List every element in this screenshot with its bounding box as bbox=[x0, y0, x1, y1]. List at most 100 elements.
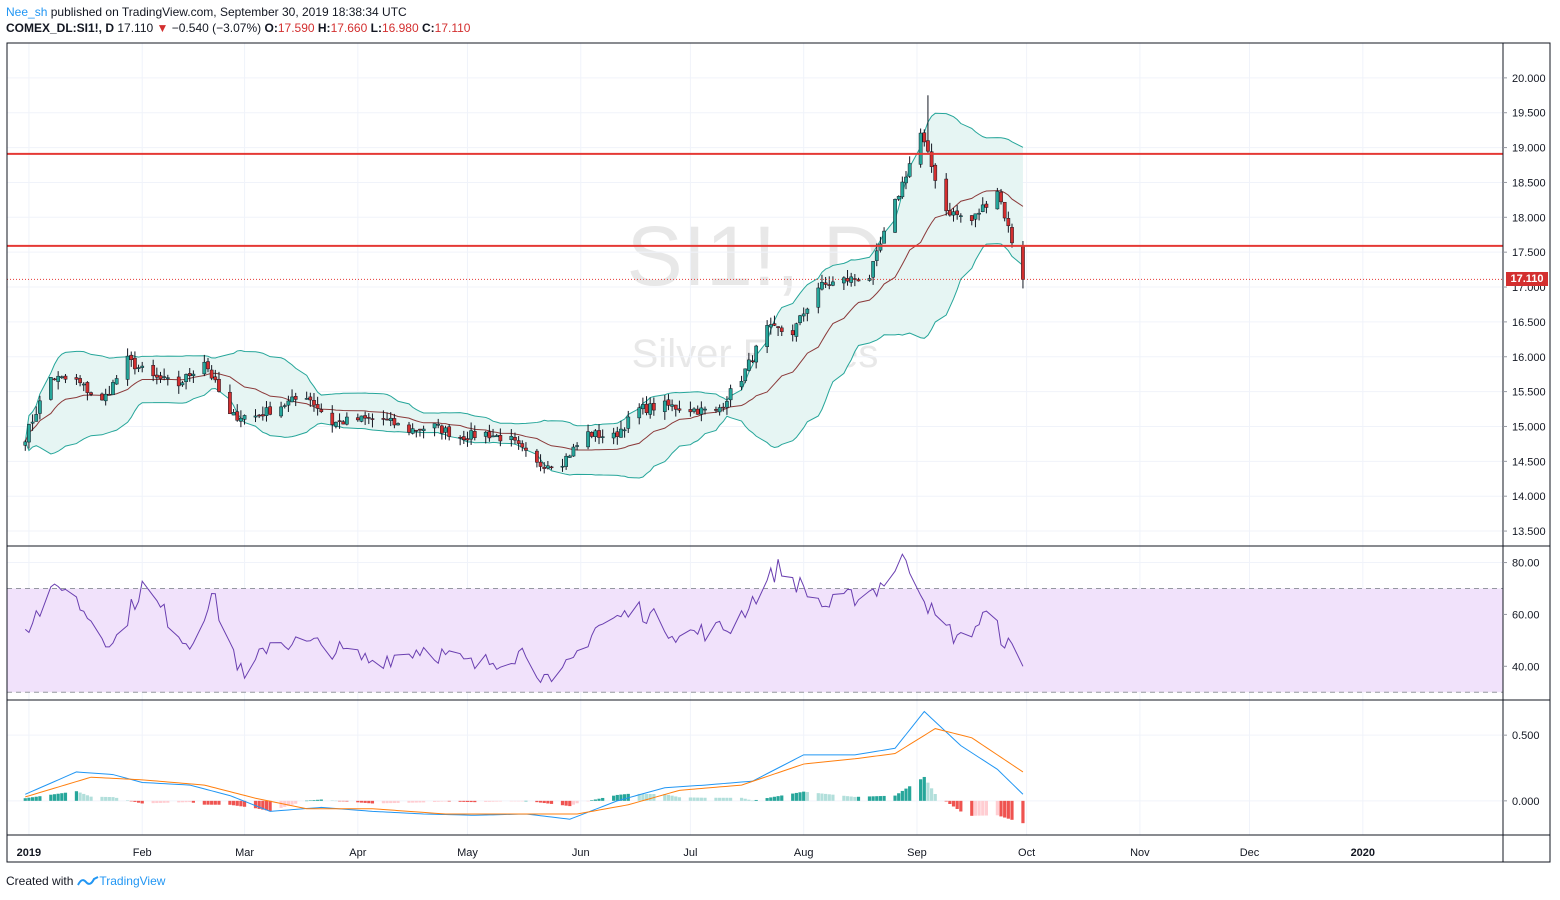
macd-histogram-bar bbox=[959, 800, 963, 812]
candle-body bbox=[388, 417, 393, 421]
macd-histogram-bar bbox=[286, 800, 290, 806]
x-tick-label: May bbox=[457, 847, 478, 859]
high-label: H: bbox=[317, 21, 331, 35]
macd-histogram-bar bbox=[228, 800, 232, 805]
candle-body bbox=[154, 374, 159, 378]
macd-histogram-bar bbox=[549, 800, 554, 804]
y-tick-label: 15.500 bbox=[1512, 387, 1546, 399]
macd-histogram-bar bbox=[922, 776, 926, 801]
candle-body bbox=[396, 423, 400, 426]
candle-body bbox=[589, 432, 594, 437]
candle-body bbox=[717, 407, 722, 413]
candle-body bbox=[176, 376, 181, 387]
candle-body bbox=[56, 375, 61, 382]
symbol-label[interactable]: COMEX_DL:SI1!, D bbox=[6, 21, 115, 35]
macd-histogram-bar bbox=[129, 800, 133, 802]
macd-histogram-bar bbox=[305, 800, 309, 802]
candle-body bbox=[513, 437, 517, 441]
candle-body bbox=[209, 369, 214, 379]
macd-histogram-bar bbox=[794, 792, 798, 801]
macd-histogram-bar bbox=[443, 800, 448, 802]
candle-body bbox=[129, 354, 134, 360]
macd-histogram-bar bbox=[721, 797, 725, 801]
macd-pane bbox=[23, 710, 1025, 824]
macd-histogram-bar bbox=[754, 799, 758, 801]
macd-histogram-bar bbox=[396, 800, 400, 803]
candle-body bbox=[319, 409, 324, 413]
y-tick-label: 14.500 bbox=[1512, 456, 1546, 468]
candle-body bbox=[345, 416, 349, 425]
y-tick-label: 0.500 bbox=[1512, 730, 1540, 742]
candle-body bbox=[995, 191, 1000, 210]
macd-histogram-bar bbox=[666, 794, 671, 801]
candle-body bbox=[593, 430, 598, 437]
macd-histogram-bar bbox=[816, 793, 820, 801]
last-price: 17.110 bbox=[117, 21, 154, 35]
macd-histogram-bar bbox=[56, 793, 60, 801]
macd-histogram-bar bbox=[27, 797, 31, 801]
candle-body bbox=[85, 382, 90, 393]
macd-histogram-bar bbox=[677, 797, 682, 801]
macd-histogram-bar bbox=[853, 796, 857, 801]
macd-histogram-bar bbox=[875, 796, 879, 801]
macd-histogram-bar bbox=[970, 800, 974, 816]
candle-body bbox=[432, 423, 437, 429]
macd-histogram-bar bbox=[692, 797, 696, 801]
y-tick-label: 20.000 bbox=[1512, 73, 1546, 85]
candle-body bbox=[772, 323, 777, 326]
y-tick-label: 80.00 bbox=[1512, 558, 1540, 570]
macd-histogram-bar bbox=[30, 797, 35, 801]
macd-histogram-bar bbox=[798, 792, 802, 801]
macd-histogram-bar bbox=[345, 800, 349, 802]
candle-body bbox=[253, 415, 258, 418]
macd-histogram-bar bbox=[951, 800, 956, 807]
candle-body bbox=[187, 373, 192, 377]
macd-histogram-bar bbox=[929, 788, 934, 801]
macd-histogram-bar bbox=[824, 793, 828, 801]
candle-body bbox=[392, 418, 397, 426]
macd-histogram-bar bbox=[188, 800, 192, 803]
candle-body bbox=[381, 418, 386, 420]
candle-body bbox=[472, 431, 477, 438]
macd-histogram-bar bbox=[1021, 800, 1025, 824]
candle-body bbox=[447, 426, 452, 437]
candle-body bbox=[213, 376, 218, 381]
macd-histogram-bar bbox=[294, 800, 298, 804]
bollinger-fill bbox=[25, 113, 1023, 478]
candle-body bbox=[125, 355, 130, 380]
y-tick-label: 16.000 bbox=[1512, 352, 1546, 364]
candle-body bbox=[666, 399, 671, 406]
y-tick-label: 18.000 bbox=[1512, 212, 1546, 224]
macd-histogram-bar bbox=[612, 795, 616, 801]
macd-histogram-bar bbox=[538, 800, 543, 803]
candle-body bbox=[955, 210, 960, 215]
candle-body bbox=[542, 466, 547, 469]
macd-histogram-bar bbox=[85, 795, 89, 801]
x-tick-label: Jun bbox=[572, 847, 590, 859]
macd-histogram-bar bbox=[517, 800, 521, 802]
candle-body bbox=[820, 282, 824, 290]
current-price-label: 17.110 bbox=[1506, 272, 1548, 287]
candle-body bbox=[926, 140, 930, 152]
tradingview-brand[interactable]: TradingView bbox=[77, 874, 165, 888]
macd-histogram-bar bbox=[268, 800, 272, 811]
candle-body bbox=[239, 417, 243, 422]
candle-body bbox=[571, 446, 576, 457]
macd-histogram-bar bbox=[115, 797, 119, 801]
candle-body bbox=[714, 409, 718, 411]
macd-histogram-bar bbox=[842, 795, 846, 801]
macd-histogram-bar bbox=[780, 795, 784, 801]
candle-body bbox=[191, 373, 196, 376]
macd-histogram-bar bbox=[155, 800, 159, 804]
signal-line bbox=[25, 728, 1024, 815]
candle-body bbox=[768, 324, 773, 328]
macd-histogram-bar bbox=[703, 797, 707, 801]
macd-histogram-bar bbox=[136, 800, 141, 803]
author-link[interactable]: Nee_sh bbox=[6, 5, 48, 19]
macd-histogram-bar bbox=[319, 799, 323, 801]
y-tick-label: 19.500 bbox=[1512, 108, 1546, 120]
x-tick-label: Jul bbox=[683, 847, 697, 859]
candle-body bbox=[494, 435, 499, 438]
macd-histogram-bar bbox=[74, 791, 79, 801]
